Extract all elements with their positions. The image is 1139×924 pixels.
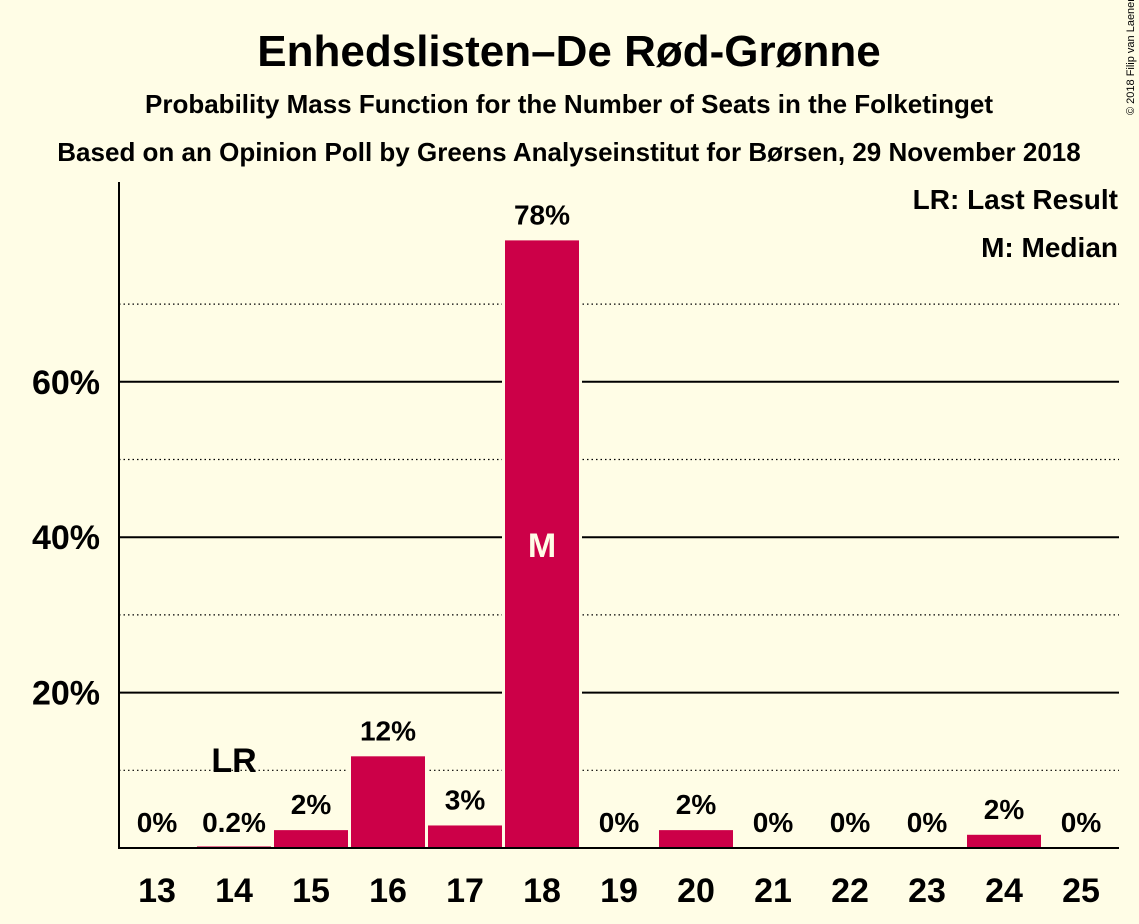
- x-tick-label: 14: [215, 872, 253, 910]
- chart-title: Enhedslisten–De Rød-Grønne: [257, 27, 880, 76]
- x-tick-label: 17: [446, 872, 484, 910]
- bar-seats-18: [505, 240, 579, 849]
- bar-seats-17: [428, 825, 502, 848]
- bar-value-label: 0%: [1061, 807, 1102, 838]
- chart-subtitle: Probability Mass Function for the Number…: [145, 89, 993, 119]
- bar-value-label: 0%: [907, 807, 948, 838]
- bar-value-label: 0%: [599, 807, 640, 838]
- bar-value-label: 2%: [676, 789, 717, 820]
- x-tick-label: 23: [908, 872, 946, 910]
- copyright-notice: © 2018 Filip van Laenen: [1125, 0, 1137, 115]
- y-tick-label: 60%: [32, 364, 100, 402]
- x-tick-label: 25: [1062, 872, 1100, 910]
- gridlines: [119, 303, 1119, 771]
- bar-value-label: 0%: [830, 807, 871, 838]
- y-tick-label: 20%: [32, 675, 100, 713]
- bar-value-label: 0.2%: [202, 807, 266, 838]
- legend-last-result: LR: Last Result: [913, 184, 1118, 215]
- median-marker: M: [528, 527, 556, 565]
- x-tick-label: 16: [369, 872, 407, 910]
- chart-subtitle-source: Based on an Opinion Poll by Greens Analy…: [57, 137, 1080, 167]
- x-tick-label: 13: [138, 872, 176, 910]
- bars: [197, 237, 1041, 849]
- bar-seats-24: [967, 834, 1041, 848]
- y-tick-labels: 20% 40% 60%: [32, 364, 100, 713]
- bar-value-label: 2%: [984, 794, 1025, 825]
- x-tick-label: 19: [600, 872, 638, 910]
- x-tick-labels: 13 14 15 16 17 18 19 20 21 22 23 24 25: [138, 872, 1100, 910]
- bar-seats-16: [351, 756, 425, 848]
- bar-seats-15: [274, 830, 348, 848]
- x-tick-label: 21: [754, 872, 792, 910]
- bar-value-label: 0%: [137, 807, 178, 838]
- x-tick-label: 22: [831, 872, 869, 910]
- bar-value-label: 0%: [753, 807, 794, 838]
- bar-labels: 0% 0.2% 2% 12% 3% 78% 0% 2% 0% 0% 0% 2% 0% LR M: [137, 199, 1102, 838]
- x-tick-label: 15: [292, 872, 330, 910]
- bar-value-label: 78%: [514, 199, 570, 230]
- legend-median: M: Median: [981, 232, 1118, 263]
- y-tick-label: 40%: [32, 519, 100, 557]
- bar-value-label: 2%: [291, 789, 332, 820]
- x-tick-label: 24: [985, 872, 1023, 910]
- bar-value-label: 12%: [360, 715, 416, 746]
- bar-seats-20: [659, 830, 733, 848]
- x-tick-label: 18: [523, 872, 561, 910]
- bar-value-label: 3%: [445, 784, 486, 815]
- last-result-marker: LR: [211, 742, 256, 780]
- x-tick-label: 20: [677, 872, 715, 910]
